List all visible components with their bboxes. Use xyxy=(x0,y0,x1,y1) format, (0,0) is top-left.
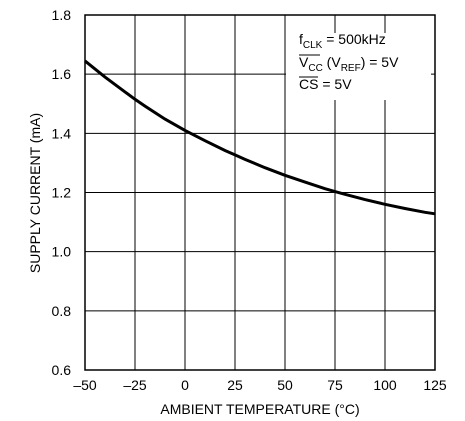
annotation-cs: CS = 5V xyxy=(299,76,352,92)
y-tick-label: 1.4 xyxy=(52,125,72,141)
annotation-box: fCLK = 500kHz VCC (VREF) = 5V CS = 5V xyxy=(286,31,431,100)
x-tick-label: –25 xyxy=(123,377,147,393)
y-tick-label: 1.6 xyxy=(52,66,72,82)
annotation-vcc: VCC (VREF) = 5V xyxy=(299,54,399,74)
x-tick-label: 125 xyxy=(423,377,447,393)
x-tick-labels: –50 –25 0 25 50 75 100 125 xyxy=(73,377,447,393)
plot-frame xyxy=(84,14,436,371)
y-tick-labels: 0.6 0.8 1.0 1.2 1.4 1.6 1.8 xyxy=(52,7,72,378)
y-axis-title: SUPPLY CURRENT (mA) xyxy=(27,113,43,273)
y-tick-label: 1.0 xyxy=(52,244,72,260)
y-tick-label: 1.8 xyxy=(52,7,72,23)
x-axis-title: AMBIENT TEMPERATURE (°C) xyxy=(160,401,359,417)
y-tick-label: 0.6 xyxy=(52,362,72,378)
x-tick-label: 50 xyxy=(277,377,293,393)
annotation-fclk: fCLK = 500kHz xyxy=(299,31,386,51)
y-tick-label: 0.8 xyxy=(52,303,72,319)
y-tick-label: 1.2 xyxy=(52,185,72,201)
x-tick-label: 100 xyxy=(373,377,397,393)
x-tick-label: 0 xyxy=(181,377,189,393)
series-line xyxy=(84,59,436,216)
x-tick-label: 25 xyxy=(227,377,243,393)
x-tick-label: 75 xyxy=(327,377,343,393)
x-tick-label: –50 xyxy=(73,377,97,393)
